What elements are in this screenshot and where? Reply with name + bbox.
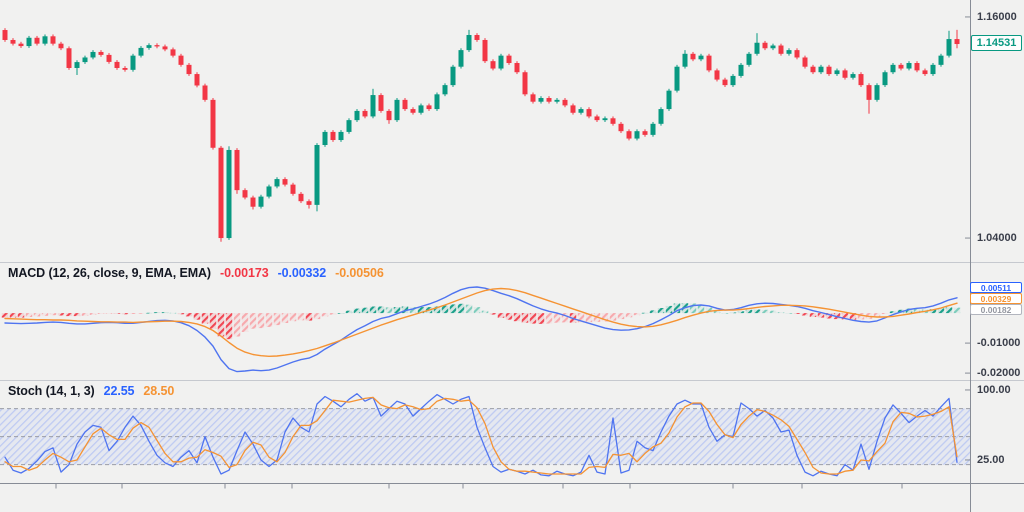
stoch-indicator-label[interactable]: Stoch (14, 1, 3)	[8, 384, 95, 398]
price-tick-116: 1.16000	[977, 11, 1017, 23]
macd-tick-minus001: -0.01000	[977, 337, 1021, 349]
price-tick-104: 1.04000	[977, 232, 1017, 244]
macd-status-line: MACD (12, 26, close, 9, EMA, EMA) -0.001…	[8, 266, 384, 280]
stoch-tick-25: 25.00	[977, 454, 1005, 466]
macd-signal-badge: 0.00329	[970, 293, 1022, 304]
macd-histogram-badge: 0.00182	[970, 304, 1022, 315]
macd-line-badge: 0.00511	[970, 282, 1022, 293]
macd-tick-minus002: -0.02000	[977, 367, 1021, 379]
macd-indicator-label[interactable]: MACD (12, 26, close, 9, EMA, EMA)	[8, 266, 211, 280]
stoch-k-value: 22.55	[103, 384, 135, 398]
macd-signal-value: -0.00506	[335, 266, 384, 280]
stoch-tick-100: 100.00	[977, 384, 1011, 396]
stoch-status-line: Stoch (14, 1, 3) 22.55 28.50	[8, 384, 174, 398]
stoch-d-value: 28.50	[143, 384, 175, 398]
macd-line-value: -0.00332	[277, 266, 327, 280]
macd-histogram-value: -0.00173	[220, 266, 269, 280]
last-price-badge: 1.14531	[971, 35, 1022, 51]
